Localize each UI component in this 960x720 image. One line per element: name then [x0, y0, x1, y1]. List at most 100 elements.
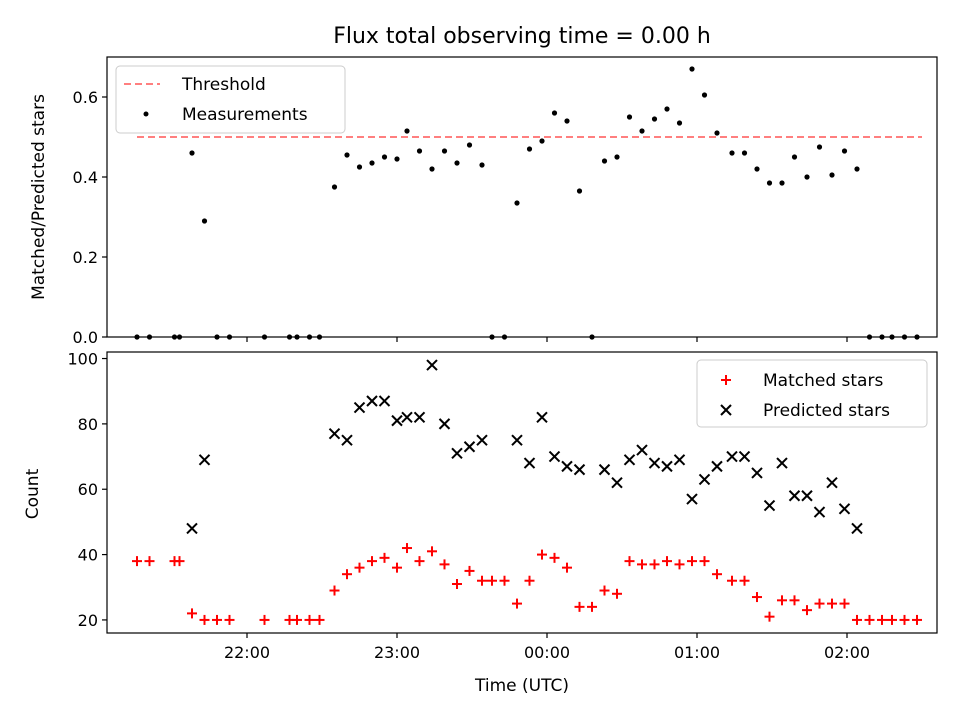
matched-point [562, 562, 572, 573]
measurement-point [576, 188, 583, 194]
matched-point [367, 556, 377, 567]
matched-point [549, 552, 560, 563]
matched-point [814, 598, 825, 609]
measurement-point [394, 156, 400, 162]
matched-point [649, 559, 660, 570]
predicted-point [686, 493, 698, 505]
measurement-point [381, 154, 388, 160]
measurement-point [804, 174, 810, 180]
matched-point [487, 575, 497, 586]
matched-point [174, 556, 185, 567]
matched-point [452, 578, 462, 589]
legend-measurements-label: Measurements [182, 105, 308, 125]
legend-matched-swatch [721, 375, 731, 385]
predicted-point [598, 463, 611, 476]
measurement-point [676, 120, 683, 126]
measurement-point [454, 160, 460, 166]
predicted-point [536, 411, 548, 424]
measurement-point [331, 184, 338, 190]
matched-point [612, 588, 622, 599]
x-tick-label: 02:00 [824, 643, 870, 662]
legend-threshold-label: Threshold [181, 75, 266, 95]
top-y-axis-label: Matched/Predicted stars [29, 94, 49, 300]
measurement-point [741, 150, 748, 156]
predicted-point [763, 499, 776, 512]
matched-point [624, 556, 635, 567]
series-matched-stars [132, 543, 922, 625]
matched-point [439, 559, 450, 570]
predicted-point [711, 460, 723, 473]
matched-point [259, 614, 270, 625]
predicted-point [523, 457, 536, 469]
matched-point [637, 559, 647, 570]
matched-point [314, 614, 325, 625]
predicted-point [413, 411, 426, 424]
matched-point [777, 595, 787, 606]
matched-point [764, 611, 775, 622]
matched-point [877, 614, 887, 625]
matched-point [212, 614, 222, 625]
series-predicted-stars [186, 359, 863, 535]
matched-point [827, 598, 837, 609]
matched-point [789, 595, 800, 606]
predicted-point [573, 463, 586, 476]
x-tick-label: 23:00 [374, 643, 420, 662]
matched-point [144, 556, 155, 567]
matched-point [199, 614, 210, 625]
measurement-point [701, 92, 708, 98]
matched-point [464, 565, 475, 576]
x-axis-label: Time (UTC) [474, 676, 569, 696]
matched-point [342, 569, 352, 580]
bottom-y-tick-label: 60 [78, 480, 98, 499]
bottom-y-tick-label: 100 [67, 350, 98, 369]
predicted-point [838, 503, 851, 515]
measurement-point [639, 128, 645, 134]
bottom-axes: 20 40 60 80 100 22:00 23:00 00:00 01:00 02:00 [67, 350, 938, 662]
matched-point [687, 556, 697, 567]
legend-predicted-swatch [720, 404, 732, 416]
predicted-point [623, 454, 636, 466]
measurement-point [514, 200, 520, 206]
measurement-point [779, 180, 785, 186]
count-panel: Count Time (UTC) 20 40 60 80 100 22:00 23:00 00… [23, 350, 938, 696]
measurement-point [829, 172, 835, 178]
ratio-panel: Flux total observing time = 0.00 h Match… [29, 24, 938, 347]
predicted-point [476, 434, 488, 446]
measurement-point [539, 138, 545, 144]
predicted-point [801, 490, 813, 502]
bottom-legend-box [696, 359, 928, 428]
measurement-point [729, 150, 735, 156]
predicted-point [366, 395, 378, 407]
measurement-point [614, 154, 620, 160]
predicted-point [198, 454, 211, 466]
predicted-point [751, 467, 763, 479]
predicted-point [341, 434, 353, 446]
predicted-point [661, 460, 673, 473]
measurement-point [189, 150, 195, 156]
predicted-point [648, 457, 661, 469]
chart-title: Flux total observing time = 0.00 h [333, 24, 711, 49]
predicted-point [451, 447, 463, 459]
measurement-point [766, 180, 773, 186]
matched-point [739, 575, 750, 586]
measurement-point [664, 106, 670, 112]
predicted-point [401, 411, 413, 424]
x-tick-label: 22:00 [224, 643, 270, 662]
measurement-point [564, 118, 570, 124]
top-axes: 0.0 0.2 0.4 0.6 [73, 56, 938, 347]
measurement-point [344, 152, 350, 158]
measurement-point [651, 116, 658, 122]
measurement-point [601, 158, 608, 164]
bottom-y-tick-label: 40 [78, 546, 98, 565]
matched-point [329, 585, 340, 596]
matched-point [187, 608, 197, 619]
predicted-point [391, 414, 403, 427]
matched-point [864, 614, 875, 625]
measurement-point [369, 160, 375, 166]
predicted-point [826, 476, 838, 489]
bottom-y-tick-label: 80 [78, 415, 98, 434]
predicted-point [548, 450, 561, 463]
legend-measurements-swatch [143, 111, 149, 117]
measurement-point [714, 130, 720, 136]
